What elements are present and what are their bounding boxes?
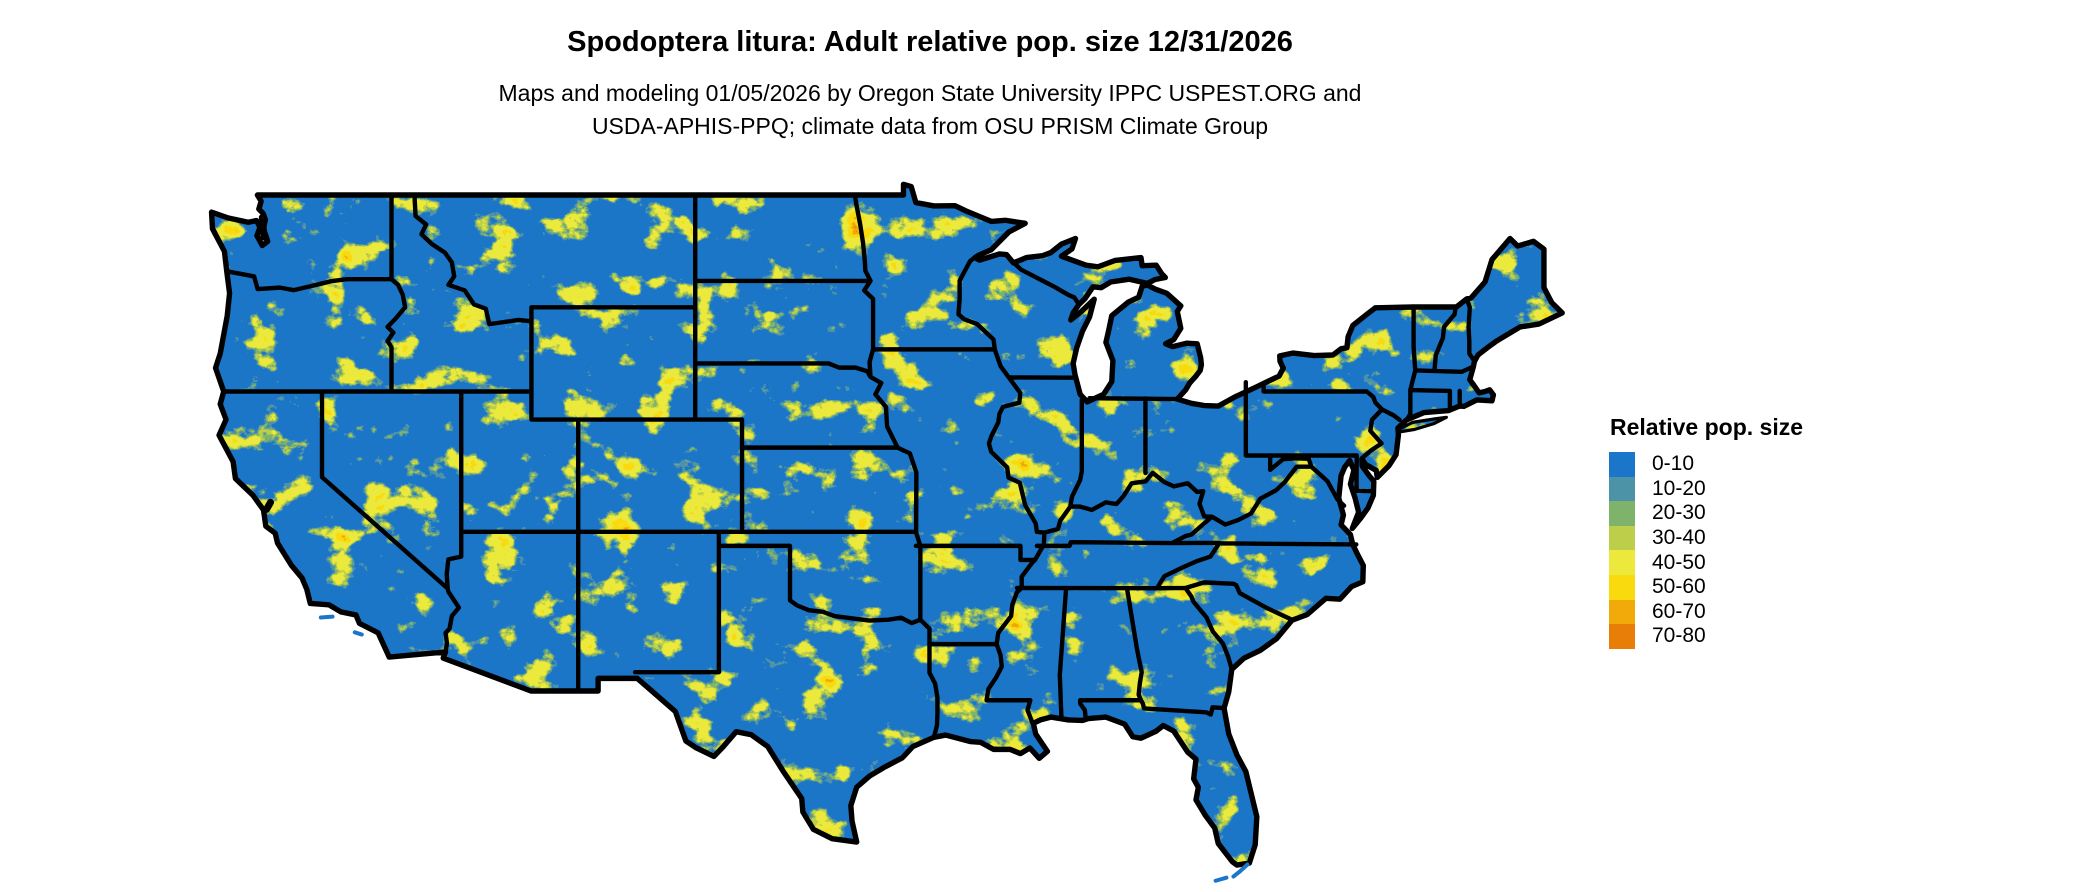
legend-entry-label: 10-20 (1652, 476, 1706, 500)
legend-entry: 30-40 (1609, 525, 1803, 551)
conus-outline (212, 184, 1563, 865)
legend-entry-label: 70-80 (1652, 624, 1706, 648)
legend-swatch (1609, 452, 1635, 477)
legend-entry: 20-30 (1609, 501, 1803, 526)
map-title: Spodoptera litura: Adult relative pop. s… (567, 26, 1293, 58)
legend-swatch (1609, 476, 1635, 502)
legend-entry: 10-20 (1609, 476, 1803, 502)
legend-entry: 50-60 (1609, 574, 1803, 600)
legend-entry: 40-50 (1609, 550, 1803, 575)
map-subtitle-line1: Maps and modeling 01/05/2026 by Oregon S… (498, 80, 1362, 106)
legend-entry-label: 20-30 (1652, 501, 1706, 525)
puget-sound-detail (262, 217, 270, 509)
legend-swatch (1609, 574, 1635, 600)
legend-swatch (1609, 550, 1635, 575)
legend-rows: 0-10 10-20 20-30 30-40 40-50 50-60 60-70 70-80 (1609, 452, 1803, 649)
legend-swatch (1609, 501, 1635, 526)
map-subtitle: Maps and modeling 01/05/2026 by Oregon S… (0, 77, 1860, 143)
long-island-outline (1398, 417, 1446, 432)
legend-swatch (1609, 599, 1635, 625)
florida-keys-and-islands (321, 617, 1248, 881)
legend-entry-label: 0-10 (1652, 452, 1695, 476)
legend: Relative pop. size 0-10 10-20 20-30 30-40 40… (1609, 414, 1803, 649)
legend-entry-label: 50-60 (1652, 575, 1706, 599)
legend-entry-label: 40-50 (1652, 550, 1706, 574)
legend-entry-label: 60-70 (1652, 599, 1706, 623)
legend-entry: 60-70 (1609, 599, 1803, 625)
legend-swatch (1609, 525, 1635, 551)
legend-swatch (1609, 624, 1635, 649)
map-subtitle-line2: USDA-APHIS-PPQ; climate data from OSU PR… (591, 113, 1269, 139)
legend-entry-label: 30-40 (1652, 526, 1706, 550)
state-borders (224, 195, 1475, 737)
legend-entry: 70-80 (1609, 624, 1803, 649)
legend-entry: 0-10 (1609, 452, 1803, 477)
legend-title: Relative pop. size (1610, 414, 1804, 440)
